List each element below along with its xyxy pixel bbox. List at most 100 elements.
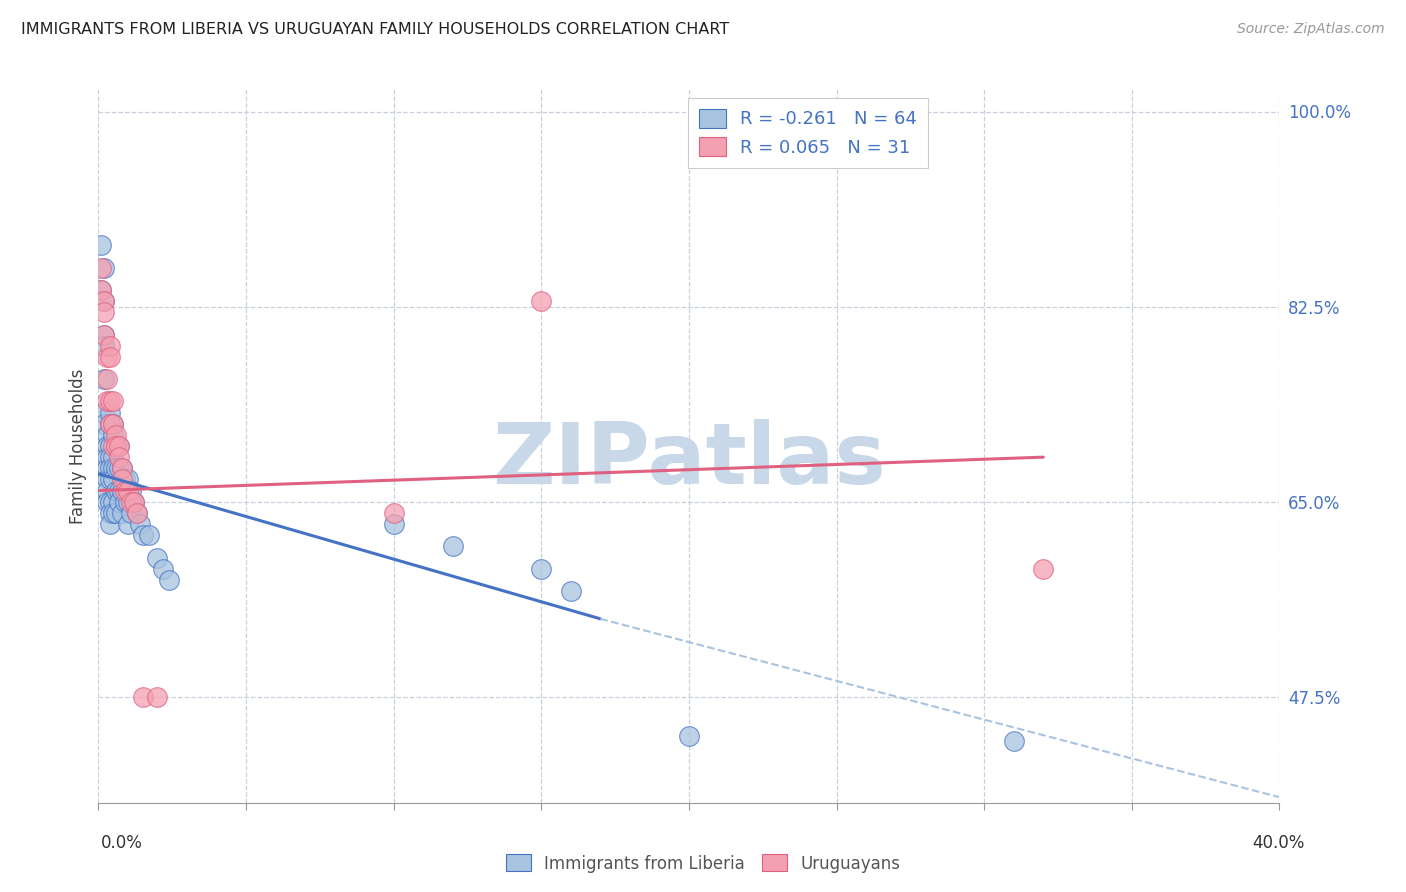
Text: 40.0%: 40.0% [1253,834,1305,852]
Point [157,573,180,587]
Point [1032,562,1054,576]
Point [96,428,118,442]
Point [90,283,112,297]
Point [96,483,118,498]
Point [108,450,131,465]
Point [96,372,118,386]
Point [117,494,139,508]
Point [146,550,169,565]
Text: ZIPatlas: ZIPatlas [492,418,886,502]
Point [111,461,134,475]
Point [132,690,155,704]
Point [530,294,553,309]
Point [114,494,136,508]
Point [98,506,121,520]
Point [441,539,464,553]
Point [103,472,125,486]
Point [93,327,115,342]
Point [98,439,121,453]
Point [146,690,169,704]
Point [105,483,128,498]
Point [93,305,115,319]
Point [125,506,148,520]
Legend: R = -0.261   N = 64, R = 0.065   N = 31: R = -0.261 N = 64, R = 0.065 N = 31 [688,98,928,168]
Point [105,439,128,453]
Point [105,461,128,475]
Point [93,294,115,309]
Point [111,483,134,498]
Point [90,260,112,275]
Point [93,406,115,420]
Point [93,338,115,352]
Point [105,439,128,453]
Point [103,494,125,508]
Text: IMMIGRANTS FROM LIBERIA VS URUGUAYAN FAMILY HOUSEHOLDS CORRELATION CHART: IMMIGRANTS FROM LIBERIA VS URUGUAYAN FAM… [21,22,730,37]
Point [93,260,115,275]
Point [530,562,553,576]
Text: Source: ZipAtlas.com: Source: ZipAtlas.com [1237,22,1385,37]
Point [108,461,131,475]
Point [103,428,125,442]
Point [132,528,155,542]
Point [105,428,128,442]
Point [117,472,139,486]
Point [678,729,700,743]
Point [382,506,405,520]
Point [108,483,131,498]
Point [122,494,145,508]
Point [96,450,118,465]
Point [103,439,125,453]
Point [114,472,136,486]
Point [103,461,125,475]
Point [93,327,115,342]
Point [96,494,118,508]
Point [96,394,118,409]
Point [96,472,118,486]
Point [98,417,121,431]
Point [103,417,125,431]
Point [105,506,128,520]
Point [98,461,121,475]
Point [98,338,121,352]
Point [96,461,118,475]
Point [103,417,125,431]
Point [93,417,115,431]
Point [98,472,121,486]
Point [152,562,174,576]
Point [96,439,118,453]
Point [128,516,150,531]
Point [111,461,134,475]
Point [90,238,112,252]
Point [1002,734,1025,748]
Text: 0.0%: 0.0% [101,834,143,852]
Point [382,516,405,531]
Point [117,483,139,498]
Point [120,494,142,508]
Point [138,528,160,542]
Point [108,494,131,508]
Point [98,516,121,531]
Point [108,439,131,453]
Point [120,483,142,498]
Point [560,584,582,599]
Point [98,450,121,465]
Point [111,506,134,520]
Point [98,394,121,409]
Point [93,294,115,309]
Point [90,283,112,297]
Point [96,350,118,364]
Point [103,506,125,520]
Point [93,372,115,386]
Point [114,483,136,498]
Y-axis label: Family Households: Family Households [69,368,87,524]
Point [98,350,121,364]
Point [117,516,139,531]
Point [103,394,125,409]
Point [120,506,142,520]
Point [98,417,121,431]
Point [111,472,134,486]
Legend: Immigrants from Liberia, Uruguayans: Immigrants from Liberia, Uruguayans [499,847,907,880]
Point [98,406,121,420]
Point [108,439,131,453]
Point [103,450,125,465]
